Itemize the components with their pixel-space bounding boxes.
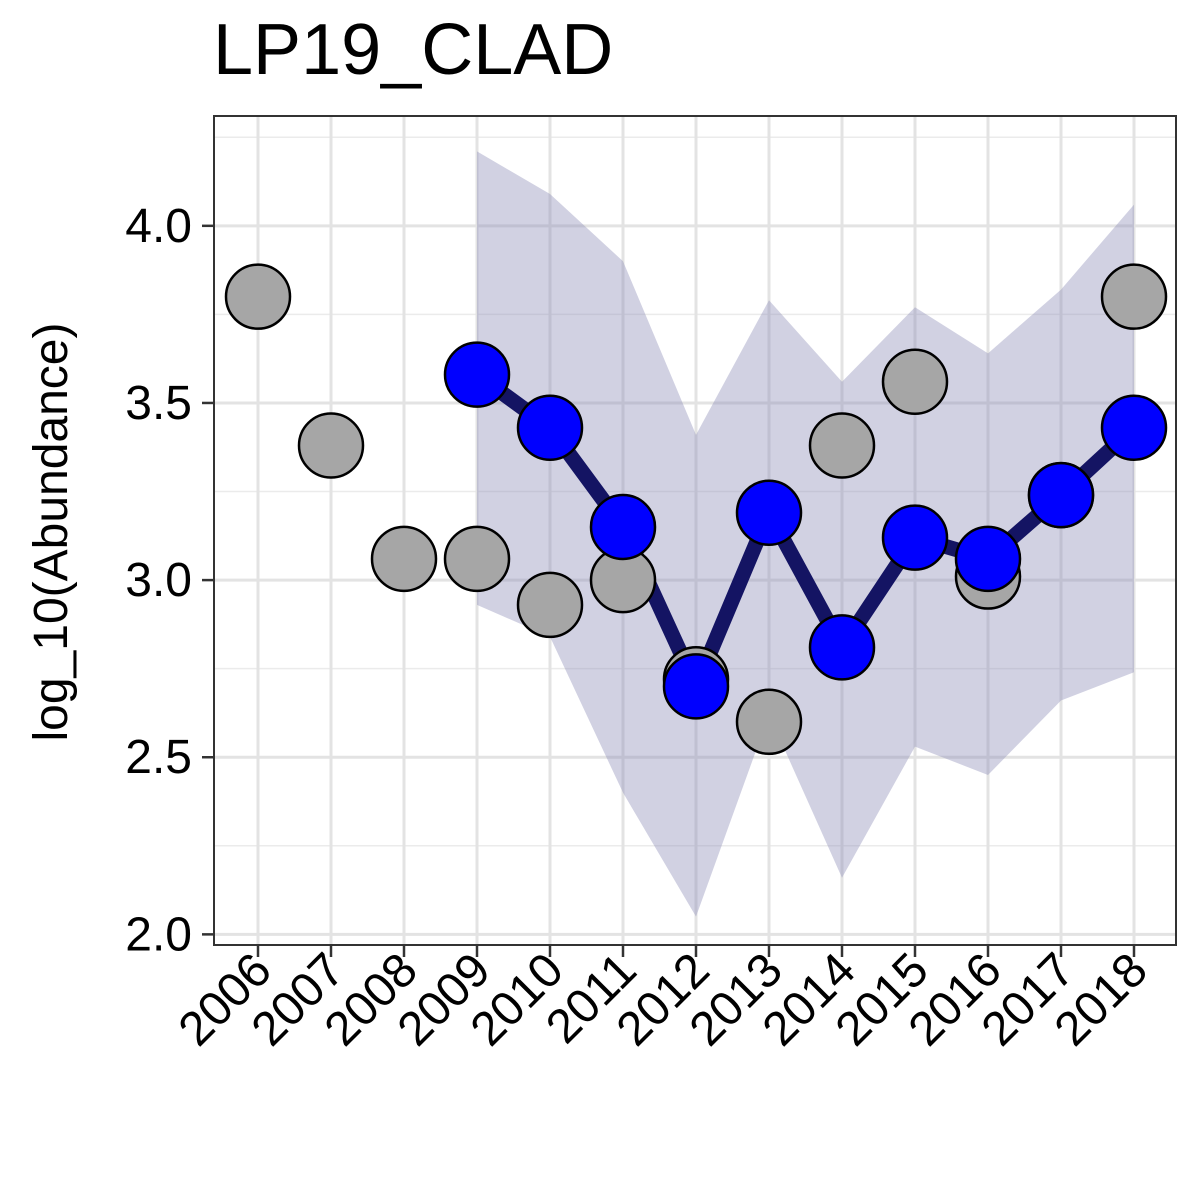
fitted-point	[589, 493, 657, 561]
y-tick-label: 3.0	[125, 554, 192, 607]
observed-point	[1100, 263, 1168, 330]
observed-point	[443, 525, 511, 593]
observed-point	[808, 412, 876, 479]
y-axis: 2.0 2.5 3.0 3.5 4.0	[125, 200, 214, 961]
fitted-point	[954, 525, 1022, 593]
y-tick-label: 4.0	[125, 200, 192, 253]
observed-point	[224, 263, 292, 330]
fitted-series-line	[469, 367, 1142, 694]
observed-point	[297, 412, 365, 479]
observed-point	[516, 571, 584, 639]
fitted-point	[516, 394, 584, 462]
fitted-point	[808, 614, 876, 681]
confidence-band-area	[477, 151, 1134, 917]
y-axis-label: log_10(Abundance)	[25, 323, 78, 742]
observed-point	[735, 688, 803, 756]
fitted-point	[662, 653, 730, 720]
fitted-points	[443, 341, 1168, 720]
y-tick-label: 3.5	[125, 377, 192, 430]
chart-title: LP19_CLAD	[213, 10, 614, 90]
observed-point	[370, 525, 438, 593]
fitted-point	[443, 341, 511, 408]
fitted-point	[1027, 461, 1095, 529]
observed-point	[881, 348, 949, 415]
fitted-point	[735, 479, 803, 547]
fitted-point	[881, 504, 949, 571]
y-tick-label: 2.0	[125, 908, 192, 961]
x-axis: 2006200720082009201020112012201320142015…	[169, 943, 1158, 1056]
fitted-line	[469, 367, 1142, 694]
confidence-band	[477, 151, 1134, 917]
y-tick-label: 2.5	[125, 731, 192, 784]
fitted-point	[1100, 394, 1168, 462]
